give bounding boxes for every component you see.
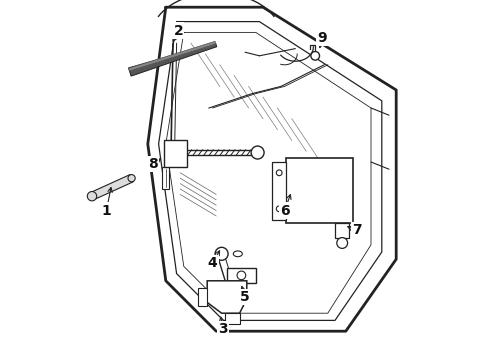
Text: 1: 1 xyxy=(101,204,111,217)
Polygon shape xyxy=(335,223,349,238)
Ellipse shape xyxy=(233,251,242,257)
Text: 8: 8 xyxy=(148,157,158,171)
Polygon shape xyxy=(164,140,187,167)
Circle shape xyxy=(87,192,97,201)
Text: 9: 9 xyxy=(318,31,327,45)
Polygon shape xyxy=(227,268,256,283)
Circle shape xyxy=(311,51,319,60)
Circle shape xyxy=(128,175,135,182)
Circle shape xyxy=(215,247,228,260)
Polygon shape xyxy=(207,281,247,313)
Circle shape xyxy=(237,271,245,280)
Text: 3: 3 xyxy=(219,323,228,336)
Polygon shape xyxy=(286,158,353,223)
Circle shape xyxy=(251,146,264,159)
Circle shape xyxy=(276,206,282,212)
Polygon shape xyxy=(128,43,217,76)
Polygon shape xyxy=(225,313,240,324)
Polygon shape xyxy=(90,175,133,200)
Text: 4: 4 xyxy=(208,256,218,270)
Polygon shape xyxy=(272,162,286,220)
Text: 2: 2 xyxy=(173,24,183,37)
Circle shape xyxy=(337,238,347,248)
Polygon shape xyxy=(198,288,207,306)
Text: 6: 6 xyxy=(280,204,290,217)
Text: 7: 7 xyxy=(352,224,362,237)
Polygon shape xyxy=(129,41,216,71)
Text: 5: 5 xyxy=(240,290,250,304)
Polygon shape xyxy=(162,167,170,189)
Circle shape xyxy=(276,170,282,176)
